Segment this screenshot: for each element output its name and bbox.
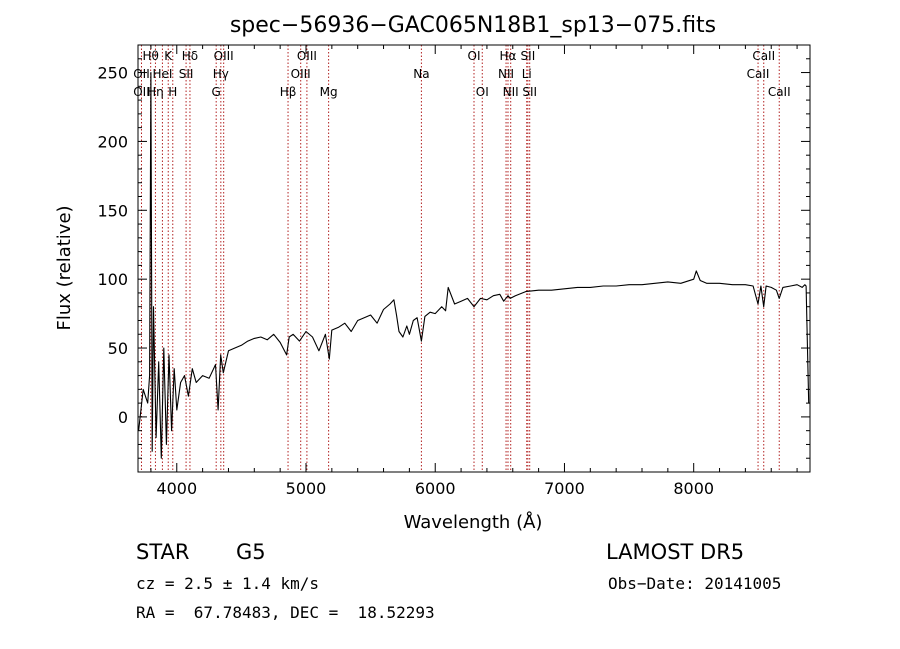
- plot-frame: [137, 44, 811, 473]
- line-label: Hγ: [213, 67, 229, 81]
- x-tick-label: 7000: [544, 479, 585, 498]
- x-axis-label: Wavelength (Å): [404, 511, 543, 533]
- line-label: NII: [498, 67, 514, 81]
- spectrum-series: [138, 71, 810, 459]
- line-label: H: [168, 85, 177, 99]
- line-label: OI: [468, 49, 481, 63]
- line-label: SII: [521, 49, 536, 63]
- line-label: NII: [503, 85, 519, 99]
- line-label: CaII: [747, 67, 770, 81]
- line-label: Hβ: [280, 85, 297, 99]
- line-label: OIII: [297, 49, 317, 63]
- x-tick-label: 8000: [673, 479, 714, 498]
- survey-name: LAMOST DR5: [606, 540, 745, 564]
- y-tick-label: 100: [97, 270, 128, 289]
- object-class: STAR: [136, 540, 190, 564]
- line-label: Na: [413, 67, 429, 81]
- line-label: Mg: [320, 85, 338, 99]
- chart-title: spec−56936−GAC065N18B1_sp13−075.fits: [230, 13, 716, 38]
- y-tick-label: 0: [118, 408, 128, 427]
- line-label: Hη: [147, 85, 164, 99]
- line-label: Hδ: [182, 49, 198, 63]
- line-label: K: [164, 49, 173, 63]
- y-tick-label: 250: [97, 64, 128, 83]
- y-tick-label: 200: [97, 132, 128, 151]
- line-label: G: [212, 85, 221, 99]
- y-axis-ticks: 0 50 100 150 200 250: [97, 58, 810, 459]
- line-label: Li: [522, 67, 532, 81]
- spectrum-line: [138, 71, 810, 459]
- line-label: OI: [476, 85, 489, 99]
- y-tick-label: 50: [108, 339, 128, 358]
- x-axis-ticks: 4000 5000 6000 7000 8000: [150, 45, 798, 498]
- y-axis-label: Flux (relative): [54, 205, 75, 330]
- line-label: SII: [179, 67, 194, 81]
- line-label: Hα: [500, 49, 517, 63]
- x-tick-label: 4000: [156, 479, 197, 498]
- line-label: OIII: [214, 49, 234, 63]
- line-label: CaII: [768, 85, 791, 99]
- x-tick-label: 6000: [415, 479, 456, 498]
- line-label: CaII: [752, 49, 775, 63]
- line-label: HeI: [152, 67, 172, 81]
- spectral-line-markers: [140, 45, 780, 472]
- x-tick-label: 5000: [286, 479, 327, 498]
- coordinates: RA = 67.78483, DEC = 18.52293: [136, 603, 435, 622]
- object-subclass: G5: [236, 540, 266, 564]
- redshift-velocity: cz = 2.5 ± 1.4 km/s: [136, 574, 320, 593]
- line-label: OIII: [291, 67, 311, 81]
- line-label: Hθ: [142, 49, 158, 63]
- line-label: OII: [133, 67, 150, 81]
- line-label: SII: [522, 85, 537, 99]
- y-tick-label: 150: [97, 201, 128, 220]
- observation-date: Obs−Date: 20141005: [608, 574, 782, 593]
- line-label: OII: [133, 85, 150, 99]
